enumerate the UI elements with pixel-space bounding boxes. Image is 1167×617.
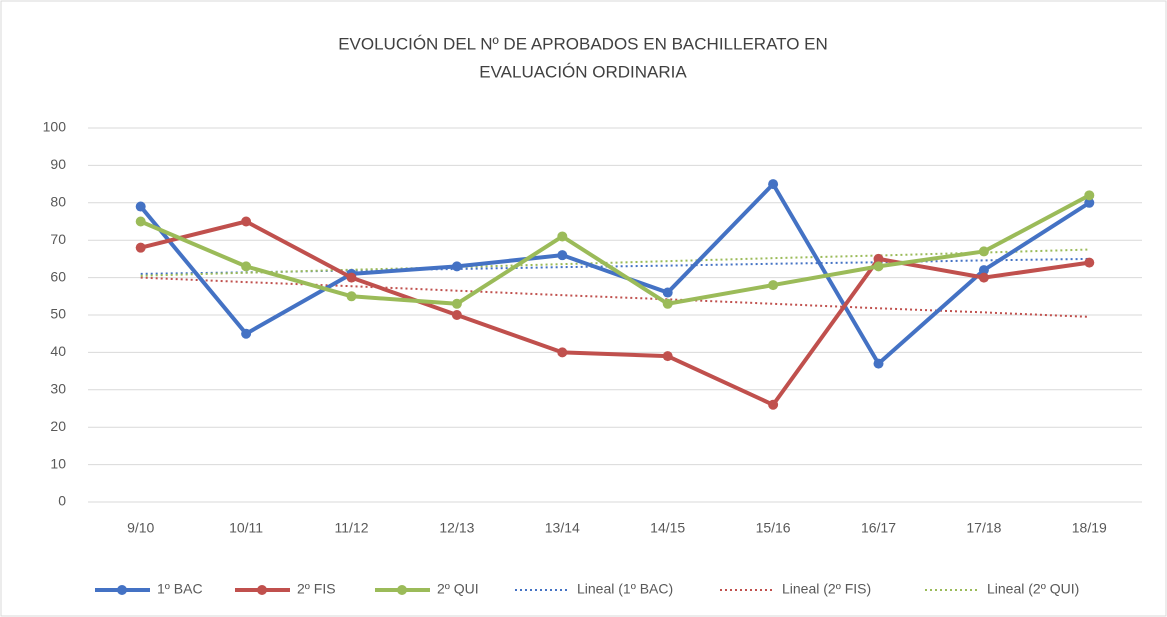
x-tick-label: 16/17 bbox=[861, 520, 896, 536]
y-tick-label: 50 bbox=[50, 306, 66, 322]
x-tick-label: 17/18 bbox=[966, 520, 1001, 536]
chart-title: EVOLUCIÓN DEL Nº DE APROBADOS EN BACHILL… bbox=[338, 34, 828, 53]
point bbox=[241, 328, 252, 339]
y-tick-label: 70 bbox=[50, 231, 66, 247]
legend-marker bbox=[257, 585, 267, 595]
point bbox=[346, 291, 357, 302]
chart-title: EVALUACIÓN ORDINARIA bbox=[479, 62, 687, 81]
point bbox=[1084, 190, 1095, 201]
point bbox=[873, 261, 884, 272]
point bbox=[662, 298, 673, 309]
point bbox=[451, 261, 462, 272]
legend-label: Lineal (2º QUI) bbox=[987, 581, 1079, 597]
y-tick-label: 80 bbox=[50, 194, 66, 210]
point bbox=[135, 242, 146, 253]
y-tick-label: 60 bbox=[50, 268, 66, 284]
point bbox=[1084, 257, 1095, 268]
point bbox=[662, 351, 673, 362]
y-tick-label: 10 bbox=[50, 455, 66, 471]
point bbox=[557, 347, 568, 358]
legend-marker bbox=[117, 585, 127, 595]
legend-label: 1º BAC bbox=[157, 581, 203, 597]
point bbox=[662, 287, 673, 298]
series-line bbox=[139, 193, 1091, 306]
point bbox=[978, 265, 989, 276]
x-tick-label: 18/19 bbox=[1072, 520, 1107, 536]
legend-label: Lineal (2º FIS) bbox=[782, 581, 871, 597]
point bbox=[978, 272, 989, 283]
point bbox=[557, 231, 568, 242]
x-tick-label: 12/13 bbox=[439, 520, 474, 536]
point bbox=[135, 201, 146, 212]
point bbox=[451, 298, 462, 309]
point bbox=[768, 399, 779, 410]
y-tick-label: 100 bbox=[43, 119, 67, 135]
x-tick-label: 11/12 bbox=[335, 520, 369, 536]
x-tick-label: 13/14 bbox=[545, 520, 580, 536]
point bbox=[241, 216, 252, 227]
y-tick-label: 0 bbox=[58, 493, 66, 509]
point bbox=[1084, 197, 1095, 208]
x-tick-label: 10/11 bbox=[229, 520, 263, 536]
point bbox=[135, 216, 146, 227]
series-line bbox=[140, 219, 1090, 407]
point bbox=[873, 253, 884, 264]
x-tick-label: 15/16 bbox=[756, 520, 791, 536]
series-line bbox=[139, 182, 1091, 366]
point bbox=[451, 310, 462, 320]
point bbox=[346, 272, 357, 283]
legend-marker bbox=[397, 585, 407, 595]
y-tick-label: 30 bbox=[50, 381, 66, 397]
x-tick-label: 9/10 bbox=[127, 520, 154, 536]
y-tick-label: 40 bbox=[50, 343, 66, 359]
point bbox=[557, 250, 568, 261]
legend-label: Lineal (1º BAC) bbox=[577, 581, 673, 597]
y-tick-label: 20 bbox=[50, 418, 66, 434]
point bbox=[768, 179, 779, 190]
trend-line bbox=[140, 276, 1090, 318]
legend-label: 2º QUI bbox=[437, 581, 479, 597]
point bbox=[873, 358, 884, 369]
point bbox=[768, 280, 779, 291]
x-tick-label: 14/15 bbox=[650, 520, 685, 536]
legend-label: 2º FIS bbox=[297, 581, 336, 597]
trend-line bbox=[140, 248, 1090, 277]
point bbox=[978, 246, 989, 257]
point bbox=[241, 261, 252, 272]
y-tick-label: 90 bbox=[50, 156, 66, 172]
trend-line bbox=[140, 257, 1090, 275]
